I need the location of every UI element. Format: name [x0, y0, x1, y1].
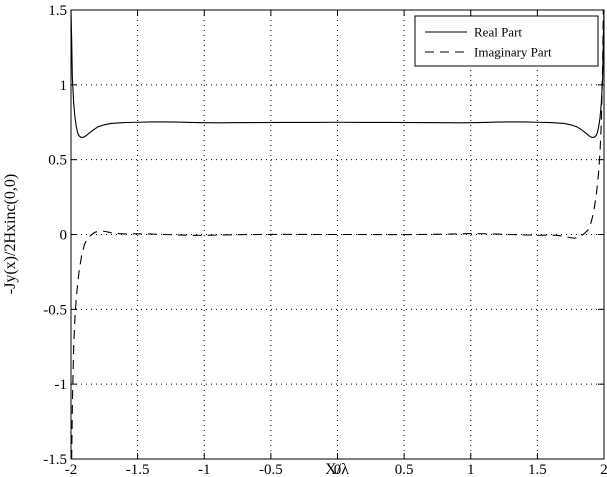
series-lines: [70, 9, 605, 460]
y-tick-label: -1: [55, 377, 68, 393]
y-tick-label: -1.5: [43, 452, 67, 468]
axis-ticks: [70, 9, 605, 460]
x-tick-label: -1.5: [126, 462, 150, 477]
y-tick-label: 0.5: [48, 153, 67, 169]
tick-labels: -2 -1.5 -1 -0.5 0 0.5 1 1.5 2-1.5-1-0.500.511.5: [43, 3, 607, 477]
y-tick-label: -0.5: [43, 302, 67, 318]
y-tick-label: 1.5: [48, 3, 67, 19]
x-tick-label: -1: [198, 462, 211, 477]
legend: Real Part Imaginary Part: [414, 15, 599, 67]
y-axis-label: -Jy(x)/2Hxinc(0,0): [2, 174, 19, 294]
x-tick-label: 2: [600, 462, 607, 477]
legend-label-real: Real Part: [474, 25, 522, 40]
x-tick-label: 1.5: [528, 462, 547, 477]
x-tick-label: 0.5: [395, 462, 414, 477]
legend-box: [414, 15, 599, 67]
legend-label-imaginary: Imaginary Part: [474, 45, 552, 60]
x-tick-label: -2: [65, 462, 78, 477]
x-tick-label: 0: [334, 462, 342, 477]
series-line-imaginary-part: [71, 9, 604, 460]
y-tick-label: 1: [60, 78, 68, 94]
x-tick-label: -0.5: [259, 462, 283, 477]
x-axis-label: X/λ: [325, 461, 349, 477]
x-tick-label: 1: [467, 462, 475, 477]
y-tick-label: 0: [60, 228, 68, 244]
series-line-real-part: [70, 9, 605, 139]
